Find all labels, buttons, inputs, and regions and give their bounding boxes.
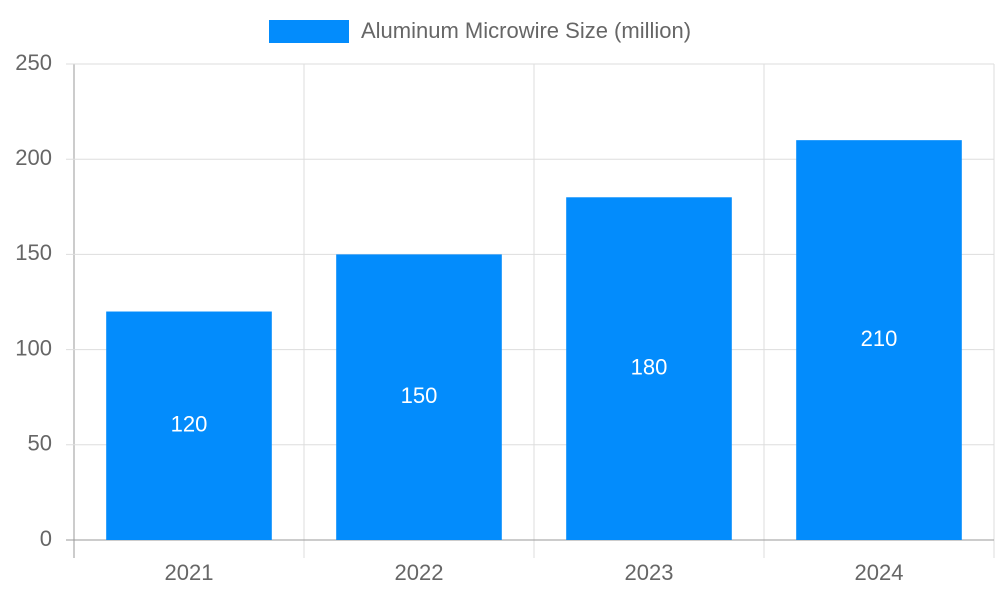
legend-label: Aluminum Microwire Size (million) xyxy=(361,18,691,43)
bar xyxy=(106,311,272,540)
x-tick-label: 2024 xyxy=(855,560,904,585)
x-tick-label: 2021 xyxy=(165,560,214,585)
data-label: 180 xyxy=(631,354,668,379)
y-tick-label: 100 xyxy=(15,335,52,360)
bar xyxy=(566,197,732,540)
bar xyxy=(796,140,962,540)
data-label: 210 xyxy=(861,326,898,351)
bar xyxy=(336,254,502,540)
data-label: 150 xyxy=(401,383,438,408)
data-label: 120 xyxy=(171,412,208,437)
y-tick-label: 250 xyxy=(15,50,52,75)
y-tick-label: 50 xyxy=(28,431,52,456)
legend-swatch xyxy=(269,20,349,43)
x-tick-label: 2022 xyxy=(395,560,444,585)
y-tick-label: 200 xyxy=(15,145,52,170)
y-tick-label: 0 xyxy=(40,526,52,551)
x-tick-label: 2023 xyxy=(625,560,674,585)
y-tick-label: 150 xyxy=(15,240,52,265)
